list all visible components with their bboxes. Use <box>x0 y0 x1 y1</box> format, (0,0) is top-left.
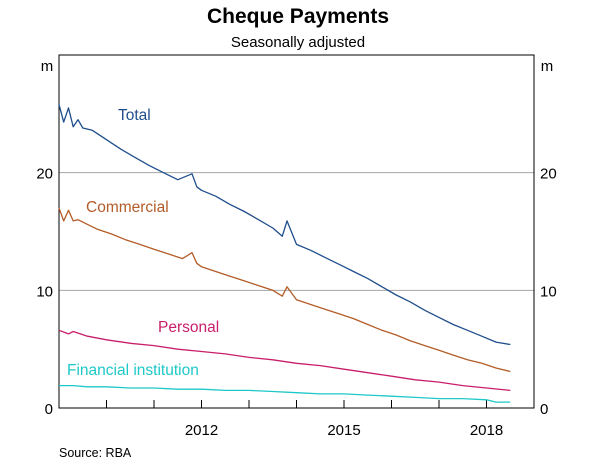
series-label: Financial institution <box>67 362 199 379</box>
right-unit-label: m <box>541 58 554 75</box>
series-line <box>58 329 511 392</box>
y-tick-label-left: 10 <box>36 283 53 300</box>
x-tick-label: 2012 <box>185 422 218 439</box>
y-tick-label-left: 0 <box>45 401 53 418</box>
x-tick-label: 2018 <box>470 422 503 439</box>
left-unit-label: m <box>41 58 54 75</box>
chart-title: Cheque Payments <box>207 5 389 28</box>
y-tick-label-right: 10 <box>540 283 557 300</box>
source-note: Source: RBA <box>59 446 132 460</box>
gridlines <box>59 172 534 291</box>
y-tick-label-right: 0 <box>540 401 548 418</box>
series-line <box>59 384 511 403</box>
y-axis-ticks: 0 0 10 10 20 20 <box>36 166 556 418</box>
series-line <box>58 207 511 373</box>
series-label: Commercial <box>86 199 169 216</box>
series-lines <box>58 104 511 403</box>
series-label: Personal <box>158 319 219 336</box>
y-tick-label-left: 20 <box>36 166 53 183</box>
series-labels: Total Commercial Personal Financial institu… <box>67 107 219 379</box>
y-tick-label-right: 20 <box>540 166 557 183</box>
x-tick-label: 2015 <box>327 422 360 439</box>
series-label: Total <box>118 107 151 124</box>
series-line <box>58 104 511 346</box>
x-axis-ticks: 2012 2015 2018 <box>106 400 503 439</box>
chart-subtitle: Seasonally adjusted <box>231 34 365 51</box>
